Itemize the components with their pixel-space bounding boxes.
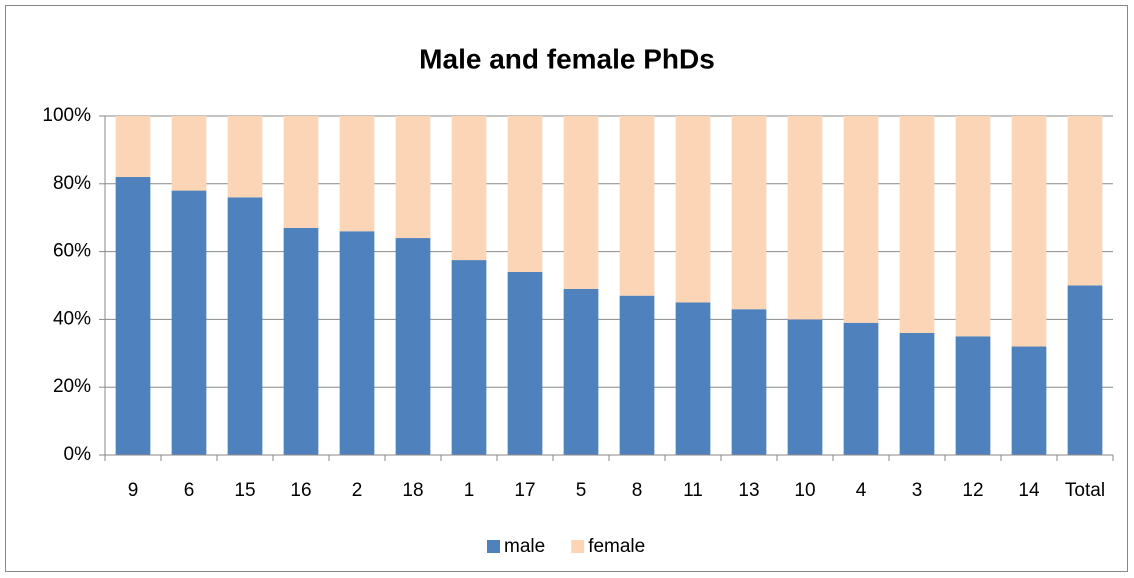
bar-segment [283, 116, 319, 228]
bar-segment [451, 116, 487, 261]
bar-segment [451, 260, 487, 455]
bar-segment [675, 116, 711, 303]
bar-segment [563, 288, 599, 455]
bar-segment [955, 336, 991, 455]
bar-segment [1067, 285, 1103, 455]
x-tick-label: 15 [234, 480, 255, 501]
bar-segment [1011, 116, 1047, 347]
x-tick-label: 16 [290, 480, 311, 501]
chart-title: Male and female PhDs [419, 43, 715, 74]
x-tick-label: 6 [184, 480, 195, 501]
y-tick-label: 40% [53, 308, 91, 329]
bar-segment [339, 231, 375, 455]
bar-segment [731, 116, 767, 310]
bar-segment [619, 295, 655, 455]
bar-segment [899, 116, 935, 333]
bar-segment [899, 332, 935, 455]
x-tick-label: 12 [962, 480, 983, 501]
bar-segment [395, 116, 431, 239]
bar-segment [675, 302, 711, 455]
x-tick-label: 2 [352, 480, 363, 501]
bar-segment [339, 116, 375, 232]
x-tick-label: 1 [464, 480, 475, 501]
x-tick-label: 18 [402, 480, 423, 501]
x-tick-label: 8 [632, 480, 643, 501]
y-tick-label: 60% [53, 241, 91, 262]
bar-segment [731, 309, 767, 455]
bar-segment [171, 190, 207, 455]
bar-segment [507, 271, 543, 455]
y-tick-label: 20% [53, 376, 91, 397]
bar-segment [395, 238, 431, 455]
bar-segment [507, 116, 543, 272]
y-tick-label: 80% [53, 173, 91, 194]
bar-segment [619, 116, 655, 296]
bar-segment [955, 116, 991, 337]
y-tick-label: 100% [42, 105, 91, 126]
bar-segment [1011, 346, 1047, 455]
legend-label: male [504, 536, 545, 557]
x-tick-label: 3 [912, 480, 923, 501]
x-tick-label: 11 [683, 480, 703, 501]
bar-segment [787, 116, 823, 320]
bar-segment [171, 116, 207, 191]
x-tick-label: 17 [514, 480, 535, 501]
x-tick-label: 9 [128, 480, 139, 501]
y-tick-label: 0% [64, 444, 92, 465]
bar-segment [115, 116, 151, 178]
x-tick-label: Total [1065, 480, 1105, 501]
legend-swatch [487, 540, 500, 553]
bar-segment [563, 116, 599, 289]
bar-segment [1067, 116, 1103, 286]
x-tick-label: 14 [1018, 480, 1040, 501]
bar-segment [283, 227, 319, 455]
bar-segment [227, 197, 263, 456]
x-tick-label: 4 [856, 480, 867, 501]
x-tick-label: 13 [738, 480, 759, 501]
bar-segment [227, 116, 263, 198]
bar-segment [787, 319, 823, 455]
legend-swatch [571, 540, 585, 553]
bar-segment [843, 116, 879, 323]
bar-segment [115, 177, 151, 455]
bar-segment [843, 322, 879, 455]
x-tick-label: 10 [794, 480, 815, 501]
x-tick-label: 5 [576, 480, 587, 501]
legend-label: female [588, 536, 645, 557]
